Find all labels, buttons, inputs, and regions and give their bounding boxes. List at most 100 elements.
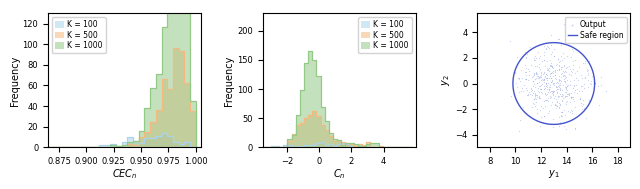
Output bbox=[581, 117, 591, 120]
Output bbox=[557, 100, 567, 103]
Output bbox=[561, 66, 571, 69]
Output bbox=[575, 96, 586, 99]
Output bbox=[529, 90, 540, 93]
Output bbox=[547, 79, 557, 82]
Output bbox=[540, 92, 550, 95]
Output bbox=[545, 83, 555, 86]
Output bbox=[548, 118, 558, 121]
Output bbox=[534, 67, 545, 70]
Output bbox=[522, 52, 532, 55]
Output bbox=[522, 94, 532, 97]
Output bbox=[572, 91, 582, 94]
Output bbox=[552, 100, 562, 103]
Output bbox=[516, 89, 526, 92]
Output bbox=[548, 92, 558, 95]
Output bbox=[520, 87, 531, 90]
Output bbox=[550, 85, 561, 88]
Output bbox=[559, 80, 570, 83]
Output bbox=[517, 77, 527, 80]
Output bbox=[520, 55, 531, 58]
Output bbox=[534, 81, 544, 84]
Output bbox=[568, 83, 579, 86]
Output bbox=[547, 100, 557, 103]
Output bbox=[540, 50, 550, 53]
Output bbox=[561, 54, 572, 57]
Output bbox=[551, 81, 561, 84]
Output bbox=[534, 56, 544, 59]
Output bbox=[533, 74, 543, 77]
Output bbox=[559, 94, 570, 98]
Output bbox=[545, 95, 556, 98]
Output bbox=[570, 88, 580, 91]
Output bbox=[539, 53, 549, 56]
Output bbox=[535, 124, 545, 127]
Output bbox=[554, 101, 564, 104]
Output bbox=[540, 86, 550, 89]
Output bbox=[559, 125, 570, 128]
Output bbox=[552, 80, 562, 83]
Output bbox=[536, 88, 546, 91]
Output bbox=[539, 87, 549, 90]
Output bbox=[517, 106, 527, 109]
Output bbox=[547, 71, 557, 74]
Output bbox=[533, 50, 543, 53]
Output bbox=[587, 74, 597, 77]
Output bbox=[540, 84, 550, 88]
Output bbox=[536, 79, 546, 82]
Output bbox=[541, 82, 551, 85]
Output bbox=[561, 95, 571, 98]
Output bbox=[543, 67, 553, 70]
Output bbox=[505, 39, 515, 42]
Output bbox=[532, 81, 542, 84]
Output bbox=[564, 94, 575, 97]
Output bbox=[511, 56, 522, 59]
Output bbox=[547, 66, 557, 69]
Output bbox=[546, 43, 556, 46]
Output bbox=[566, 96, 576, 99]
Output bbox=[513, 76, 524, 79]
Output bbox=[555, 79, 565, 82]
Output bbox=[536, 71, 547, 74]
Output bbox=[550, 70, 560, 73]
Output bbox=[542, 67, 552, 70]
Output bbox=[582, 73, 593, 76]
Output bbox=[515, 79, 525, 82]
Output bbox=[535, 75, 545, 78]
Output bbox=[548, 75, 558, 78]
Output bbox=[531, 111, 541, 114]
Output bbox=[533, 65, 543, 68]
Output bbox=[529, 72, 539, 75]
Output bbox=[568, 50, 578, 53]
Output bbox=[593, 103, 604, 106]
Output bbox=[528, 92, 538, 95]
Output bbox=[562, 66, 572, 69]
Output bbox=[568, 87, 579, 90]
Output bbox=[533, 87, 543, 90]
Output bbox=[566, 69, 576, 72]
Output bbox=[564, 68, 575, 71]
Output bbox=[522, 89, 532, 92]
Output bbox=[534, 95, 544, 98]
Output bbox=[552, 62, 563, 65]
Output bbox=[540, 59, 550, 62]
Output bbox=[570, 106, 580, 109]
Output bbox=[529, 59, 540, 62]
Output bbox=[585, 81, 595, 84]
Output bbox=[548, 90, 559, 93]
Output bbox=[541, 82, 551, 85]
Output bbox=[530, 58, 540, 61]
Output bbox=[543, 90, 553, 93]
X-axis label: $C_n$: $C_n$ bbox=[333, 167, 346, 181]
Output bbox=[554, 68, 564, 71]
Output bbox=[559, 57, 569, 60]
Output bbox=[538, 78, 548, 81]
Output bbox=[509, 72, 520, 75]
Output bbox=[580, 60, 590, 63]
Output bbox=[560, 77, 570, 80]
Output bbox=[529, 98, 540, 101]
Output bbox=[577, 108, 587, 111]
Output bbox=[541, 94, 551, 97]
Output bbox=[554, 105, 564, 108]
Output bbox=[529, 73, 539, 76]
Output bbox=[530, 54, 540, 57]
